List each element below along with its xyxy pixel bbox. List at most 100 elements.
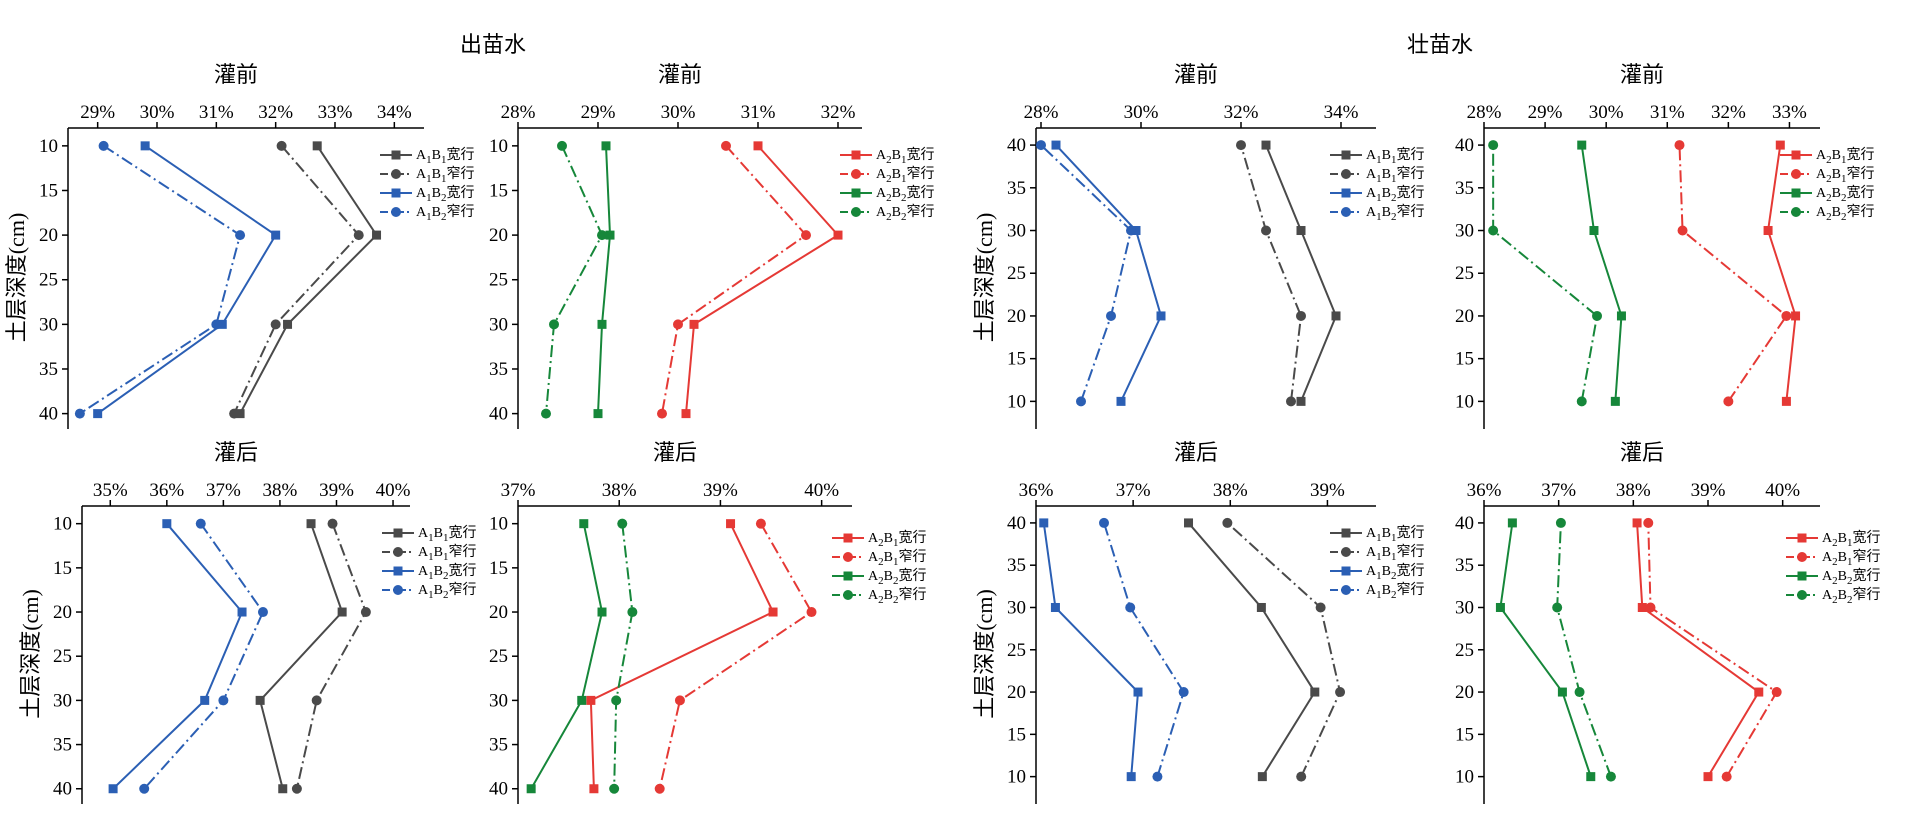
data-point xyxy=(617,518,628,529)
legend-label: A2B2窄行 xyxy=(868,586,926,606)
y-tick-label: 15 xyxy=(1455,349,1474,370)
data-point xyxy=(597,319,607,329)
x-tick-label: 33% xyxy=(318,102,353,123)
legend-label: A2B2宽行 xyxy=(868,567,926,587)
series-A2B2窄行 xyxy=(541,140,607,419)
x-tick-label: 40% xyxy=(376,480,411,501)
data-point xyxy=(372,230,382,240)
legend-entry: A1B2宽行 xyxy=(1330,184,1424,204)
series-A2B1宽行 xyxy=(1763,140,1801,406)
x-tick-label: 28% xyxy=(1024,102,1059,123)
series-A1B1窄行 xyxy=(1236,140,1306,407)
legend-marker xyxy=(1341,585,1351,595)
data-point xyxy=(1754,687,1764,697)
y-tick-label: 35 xyxy=(489,735,508,756)
data-point xyxy=(1076,396,1086,407)
data-point xyxy=(1036,140,1046,151)
data-point xyxy=(200,695,210,705)
data-point xyxy=(1677,225,1688,236)
data-point xyxy=(162,519,172,529)
data-point xyxy=(1637,602,1647,612)
series-A2B1宽行 xyxy=(1632,518,1764,782)
legend-label: A2B1宽行 xyxy=(876,146,934,166)
legend-marker xyxy=(851,150,861,160)
y-tick-label: 30 xyxy=(53,690,72,711)
series-line xyxy=(1678,145,1788,402)
data-point xyxy=(1763,226,1773,236)
data-point xyxy=(597,230,607,241)
y-tick-label: 30 xyxy=(1455,221,1474,242)
x-tick-label: 30% xyxy=(140,102,175,123)
legend-entry: A1B1窄行 xyxy=(1330,543,1424,563)
series-line xyxy=(685,145,840,414)
data-point xyxy=(1261,225,1271,236)
legend-label: A2B2宽行 xyxy=(1822,567,1880,587)
data-point xyxy=(1152,771,1163,782)
data-point xyxy=(1616,311,1626,321)
x-tick-label: 38% xyxy=(602,480,637,501)
series-line xyxy=(1042,522,1140,777)
series-line xyxy=(1636,522,1761,778)
data-point xyxy=(1156,311,1166,321)
series-A2B1宽行 xyxy=(681,141,843,419)
y-tick-label: 15 xyxy=(39,180,58,201)
y-tick-label: 35 xyxy=(53,735,72,756)
x-tick-label: 31% xyxy=(741,102,776,123)
data-point xyxy=(195,518,206,529)
y-tick-label: 15 xyxy=(53,558,72,579)
legend-marker xyxy=(393,547,403,557)
series-A1B2窄行 xyxy=(74,140,246,419)
data-point xyxy=(1178,687,1189,698)
section-title-right: 壮苗水 xyxy=(1407,32,1473,57)
data-point xyxy=(1222,517,1233,528)
series-A1B2窄行 xyxy=(1036,140,1136,407)
legend-marker xyxy=(1797,590,1807,600)
series-line xyxy=(143,523,265,790)
series-line xyxy=(1556,522,1612,777)
data-point xyxy=(1296,310,1306,321)
legend-label: A1B1宽行 xyxy=(416,146,474,166)
chart-panel-6: 灌后 37% 38% 39% 40% 10 15 20 25 30 35 40 A2B1宽行A2B1窄行… xyxy=(489,440,926,804)
series-line xyxy=(658,523,813,789)
legend-entry: A1B2宽行 xyxy=(380,184,474,204)
legend-marker xyxy=(1791,207,1801,217)
y-tick-label: 10 xyxy=(39,136,58,157)
legend-marker xyxy=(1341,528,1351,538)
y-tick-label: 30 xyxy=(489,690,508,711)
x-tick-label: 32% xyxy=(1224,102,1259,123)
x-tick-label: 36% xyxy=(1019,480,1054,501)
data-point xyxy=(833,230,843,240)
legend-label: A2B1窄行 xyxy=(1816,165,1874,185)
data-point xyxy=(1555,517,1566,528)
chart-panel-7: 灌后 36% 37% 38% 39% 10 15 20 25 30 35 40 土层深度(cm) A1B1… xyxy=(972,440,1424,804)
chart-panel-4: 灌前 28% 29% 30% 31% 32% 33% 10 15 20 25 30 35 40 A2B1宽行… xyxy=(1455,62,1874,429)
legend-marker xyxy=(851,207,861,217)
data-point xyxy=(1577,140,1587,150)
x-tick-label: 37% xyxy=(1116,480,1151,501)
x-tick-label: 28% xyxy=(501,102,536,123)
y-tick-label: 20 xyxy=(489,602,508,623)
data-point xyxy=(211,319,222,330)
x-tick-label: 29% xyxy=(1528,102,1563,123)
series-A1B2宽行 xyxy=(108,519,247,794)
x-tick-label: 29% xyxy=(581,102,616,123)
series-line xyxy=(1187,522,1316,778)
legend-entry: A2B2宽行 xyxy=(1786,567,1880,587)
legend-marker xyxy=(1341,207,1351,217)
y-tick-label: 30 xyxy=(39,314,58,335)
y-tick-label: 30 xyxy=(1007,597,1026,618)
legend-marker xyxy=(1791,188,1801,198)
series-A2B2宽行 xyxy=(1495,518,1596,782)
series-line xyxy=(112,523,244,790)
data-point xyxy=(577,695,587,705)
y-tick-label: 30 xyxy=(1007,221,1026,242)
data-point xyxy=(609,783,620,794)
y-tick-label: 35 xyxy=(1007,178,1026,199)
y-tick-label: 20 xyxy=(39,225,58,246)
data-point xyxy=(721,140,731,151)
x-tick-label: 32% xyxy=(821,102,856,123)
legend-entry: A1B2窄行 xyxy=(1330,203,1424,223)
series-A1B2宽行 xyxy=(1051,140,1166,406)
series-A1B1宽行 xyxy=(1184,518,1320,782)
